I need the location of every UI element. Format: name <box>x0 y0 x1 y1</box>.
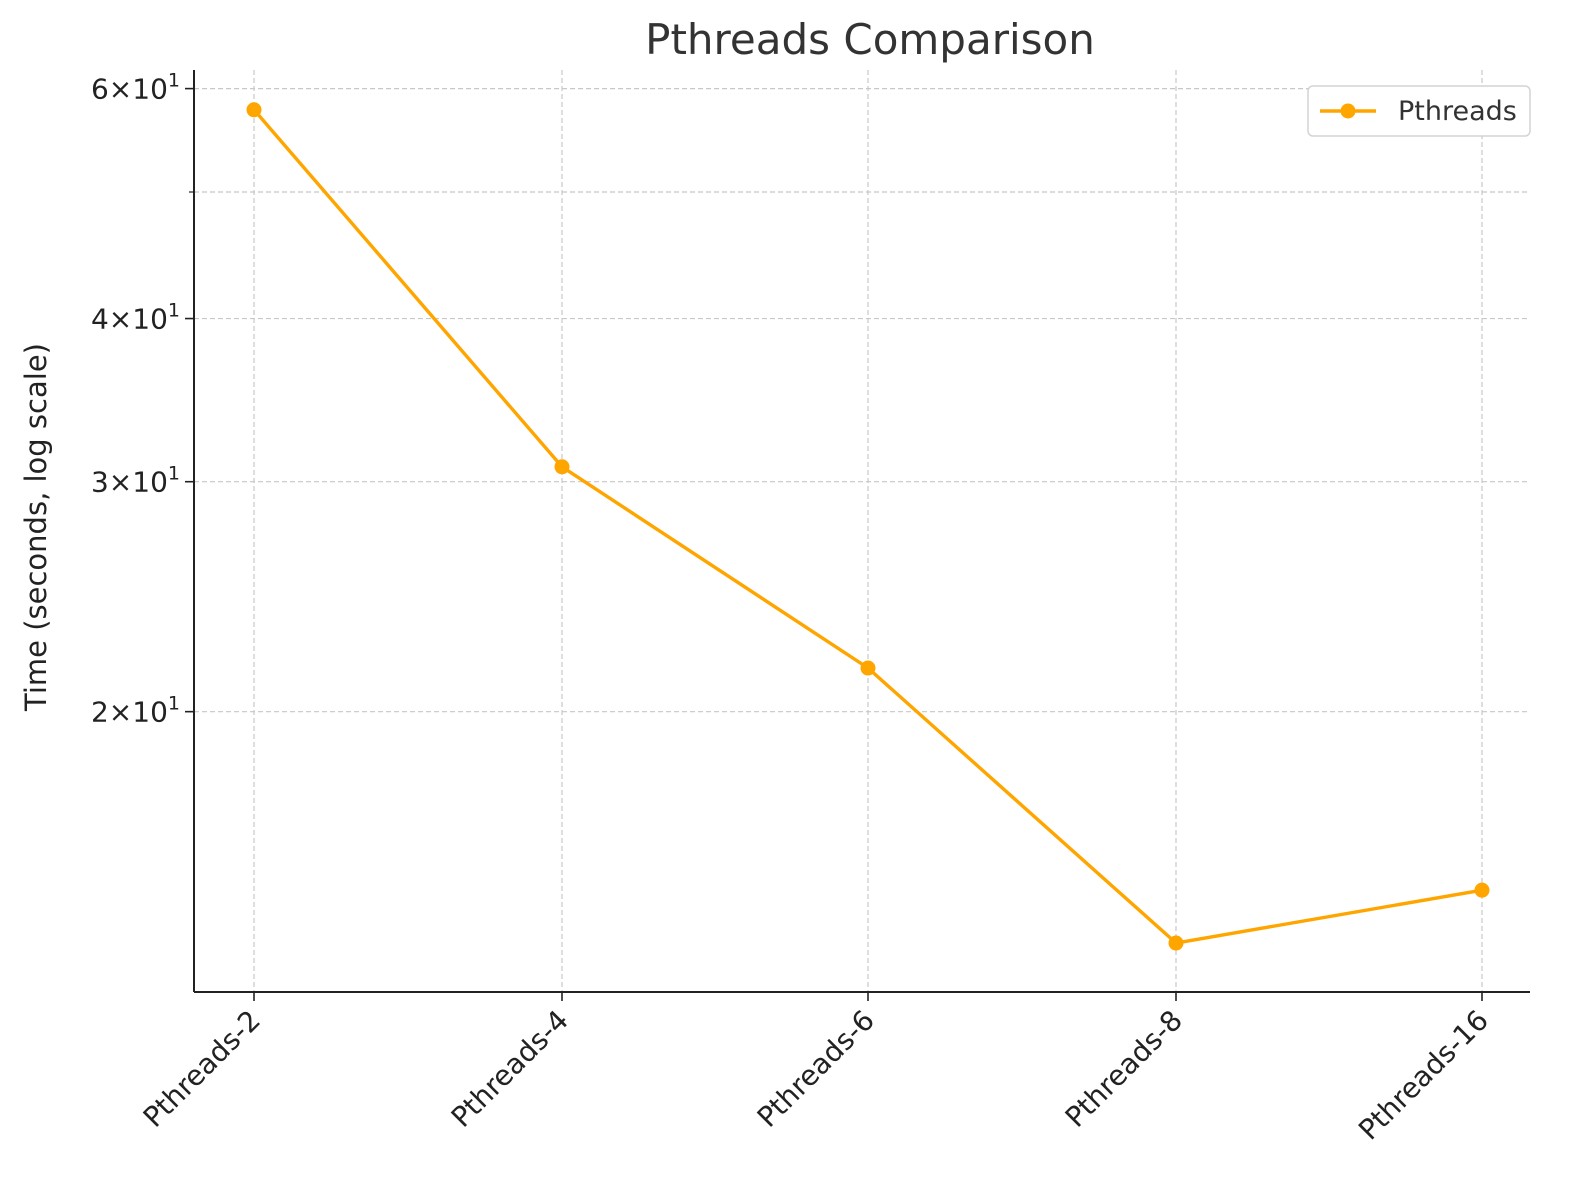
x-tick-label: Pthreads-8 <box>1059 1004 1189 1134</box>
legend: Pthreads <box>1307 85 1531 137</box>
y-tick-base: 10 <box>132 73 168 106</box>
legend-marker-swatch <box>1340 103 1356 119</box>
grid-lines <box>194 70 1530 992</box>
legend-box <box>1307 85 1531 137</box>
x-tick-label: Pthreads-6 <box>751 1004 881 1134</box>
data-point <box>1474 882 1490 898</box>
x-axis-ticks: Pthreads-2 Pthreads-4 Pthreads-6 Pthreads-8… <box>137 992 1495 1146</box>
x-tick-label: Pthreads-16 <box>1352 1004 1495 1147</box>
y-tick-base: 10 <box>132 696 168 729</box>
data-series <box>246 102 1490 951</box>
legend-label: Pthreads <box>1398 96 1517 127</box>
axes <box>193 70 1530 993</box>
x-tick-label: Pthreads-4 <box>445 1004 575 1134</box>
chart-title: Pthreads Comparison <box>645 15 1095 64</box>
y-tick-exponent: 1 <box>168 693 180 715</box>
y-tick-times: × <box>109 303 132 336</box>
y-tick-exponent: 1 <box>168 463 180 485</box>
y-tick-exponent: 1 <box>168 70 180 92</box>
y-tick-label: 4×101 <box>91 300 180 336</box>
y-tick-mantissa: 3 <box>91 466 109 499</box>
x-tick-label: Pthreads-2 <box>137 1004 267 1134</box>
y-tick-label: 3×101 <box>91 463 180 499</box>
y-tick-mantissa: 4 <box>91 303 109 336</box>
y-tick-times: × <box>109 466 132 499</box>
data-point <box>860 660 876 676</box>
y-tick-base: 10 <box>132 303 168 336</box>
y-axis-label: Time (seconds, log scale) <box>19 343 53 712</box>
data-point <box>246 102 262 118</box>
data-point <box>1168 935 1184 951</box>
y-tick-base: 10 <box>132 466 168 499</box>
y-tick-times: × <box>109 696 132 729</box>
y-tick-exponent: 1 <box>168 300 180 322</box>
data-point <box>554 459 570 475</box>
y-tick-mantissa: 6 <box>91 73 109 106</box>
y-tick-times: × <box>109 73 132 106</box>
y-tick-label: 2×101 <box>91 693 180 729</box>
y-tick-mantissa: 2 <box>91 696 109 729</box>
y-tick-label: 6×101 <box>91 70 180 106</box>
